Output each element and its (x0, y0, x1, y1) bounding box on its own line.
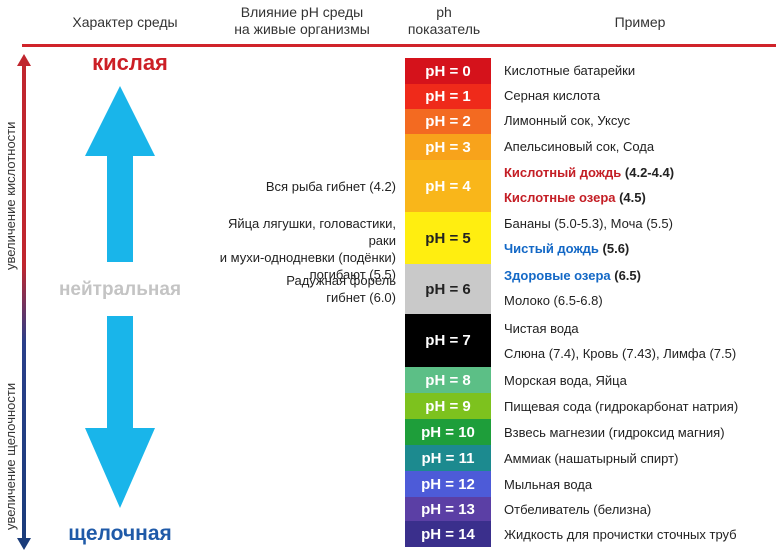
ph-cell-2: pH = 2 (405, 109, 491, 134)
example-ph6-milk: Молоко (6.5-6.8) (504, 293, 603, 308)
zone-acid-label: кислая (92, 50, 168, 75)
zone-neutral-label: нейтральная (58, 279, 182, 300)
example-ph9: Пищевая сода (гидрокарбонат натрия) (504, 399, 739, 414)
side-scale-bar (22, 62, 26, 546)
arrow-up-icon (85, 86, 155, 262)
example-ph6-healthy-lakes: Здоровые озера (6.5) (504, 268, 641, 284)
ph-cell-4: pH = 4 (405, 160, 491, 212)
ph-cell-9: pH = 9 (405, 393, 491, 419)
example-ph11: Аммиак (нашатырный спирт) (504, 451, 679, 466)
clean-rain-label: Чистый дождь (504, 241, 599, 256)
acidity-increase-label: увеличение кислотности (3, 121, 18, 270)
example-ph13: Отбеливатель (белизна) (504, 502, 652, 517)
influence-ph4: Вся рыба гибнет (4.2) (265, 179, 396, 194)
alkalinity-increase-label: увеличение щелочности (3, 382, 18, 530)
ph-cell-12: pH = 12 (405, 471, 491, 497)
example-ph8: Морская вода, Яйца (504, 373, 627, 388)
example-ph5-clean-rain: Чистый дождь (5.6) (504, 241, 629, 257)
ph-cell-3: pH = 3 (405, 134, 491, 160)
side-arrowhead-down-icon (17, 538, 31, 550)
ph-cell-1: pH = 1 (405, 84, 491, 109)
clean-rain-value: (5.6) (598, 241, 630, 256)
healthy-lakes-value: (6.5) (610, 268, 641, 283)
example-ph7-water: Чистая вода (504, 321, 579, 336)
example-ph14: Жидкость для прочистки сточных труб (504, 527, 737, 542)
header-influence: Влияние pH среды на живые организмы (234, 4, 370, 37)
ph-cell-8: pH = 8 (405, 367, 491, 393)
ph-cell-10: pH = 10 (405, 419, 491, 445)
ph-cell-5: pH = 5 (405, 212, 491, 264)
example-ph4-acid-rain: Кислотный дождь (4.2-4.4) (504, 165, 674, 181)
side-arrowhead-up-icon (17, 54, 31, 66)
acid-lakes-label: Кислотные озера (504, 190, 616, 205)
ph-cell-11: pH = 11 (405, 445, 491, 471)
example-ph7-body: Слюна (7.4), Кровь (7.43), Лимфа (7.5) (504, 346, 737, 361)
example-ph4-acid-lakes: Кислотные озера (4.5) (504, 190, 646, 206)
example-ph2: Лимонный сок, Уксус (504, 113, 631, 128)
ph-cell-0: pH = 0 (405, 58, 491, 84)
example-ph12: Мыльная вода (504, 477, 593, 492)
influence-ph5: Яйца лягушки, головастики, раки и мухи-о… (219, 216, 396, 282)
example-ph1: Серная кислота (504, 88, 601, 103)
example-ph10: Взвесь магнезии (гидроксид магния) (504, 425, 725, 440)
header-example: Пример (614, 14, 666, 30)
healthy-lakes-label: Здоровые озера (504, 268, 611, 283)
header-character: Характер среды (72, 14, 178, 30)
acid-lakes-value: (4.5) (615, 190, 646, 205)
arrow-down-icon (85, 316, 155, 508)
example-ph5-bananas: Бананы (5.0-5.3), Моча (5.5) (504, 216, 673, 231)
ph-cell-7: pH = 7 (405, 314, 491, 367)
influence-ph6: Радужная форель гибнет (6.0) (286, 273, 396, 305)
ph-cell-14: pH = 14 (405, 521, 491, 547)
header-divider (22, 44, 776, 47)
acid-rain-value: (4.2-4.4) (621, 165, 675, 180)
ph-cell-13: pH = 13 (405, 497, 491, 521)
zone-alkaline-label: щелочная (68, 522, 172, 545)
header-ph: ph показатель (407, 4, 481, 37)
example-ph3: Апельсиновый сок, Сода (504, 139, 655, 154)
acid-rain-label: Кислотный дождь (504, 165, 622, 180)
example-ph0: Кислотные батарейки (504, 63, 636, 78)
ph-cell-6: pH = 6 (405, 264, 491, 314)
